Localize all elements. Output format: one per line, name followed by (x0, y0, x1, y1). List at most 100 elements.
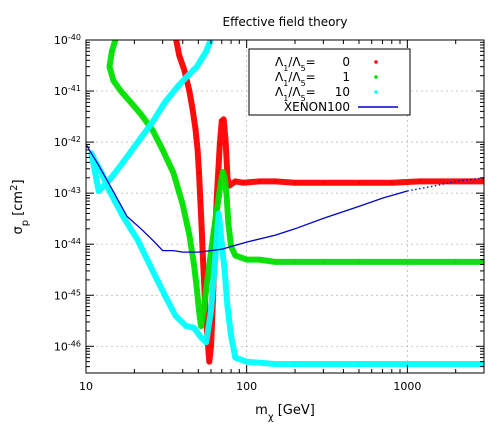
data-point-1 (321, 260, 325, 264)
data-point-1 (181, 202, 185, 207)
legend-entry-2: Λ1/Λ5= 10 (275, 85, 378, 103)
data-point-2 (204, 49, 208, 53)
y-tick-label: 10-46 (54, 339, 81, 354)
plot-area (86, 34, 484, 367)
legend-entry-0: Λ1/Λ5= 0 (275, 55, 378, 73)
data-point-2 (121, 160, 125, 164)
y-tick-label: 10-45 (54, 288, 81, 303)
data-point-2 (225, 305, 230, 309)
data-point-0 (198, 199, 202, 203)
tick-labels: 10 100 100010-4010-4110-4210-4310-4410-451… (54, 33, 421, 394)
xenon100-limit-line (86, 144, 408, 253)
data-point-2 (97, 189, 101, 193)
data-point-2 (195, 65, 199, 69)
data-point-2 (204, 340, 208, 344)
data-point-0 (197, 171, 201, 175)
data-point-2 (199, 335, 203, 339)
y-tick-label: 10-41 (54, 84, 81, 99)
series-band-2 (88, 40, 484, 367)
data-point-0 (293, 181, 297, 185)
data-point-1 (219, 181, 223, 185)
data-point-1 (226, 222, 230, 226)
data-point-2 (163, 293, 167, 297)
legend-label-3: XENON100 (284, 100, 350, 114)
data-point-1 (245, 258, 249, 262)
legend-value-2: 10 (335, 85, 350, 99)
data-point-2 (209, 309, 213, 313)
plot-frame (85, 39, 485, 374)
data-point-0 (357, 181, 361, 185)
data-point-2 (357, 362, 361, 366)
data-point-0 (196, 148, 200, 152)
data-point-0 (207, 360, 211, 364)
data-point-2 (213, 253, 218, 258)
data-point-1 (187, 233, 191, 237)
data-point-0 (216, 171, 220, 175)
data-point-1 (223, 176, 227, 180)
legend-value-1: 1 (342, 70, 350, 84)
data-point-0 (418, 179, 422, 183)
data-point-0 (224, 140, 228, 144)
data-point-2 (273, 362, 277, 366)
x-tick-label: 100 (236, 380, 257, 393)
data-point-2 (175, 85, 179, 89)
data-point-1 (151, 128, 155, 132)
legend-label-1: Λ1/Λ5= (275, 70, 316, 88)
legend-value-0: 0 (342, 55, 350, 69)
data-point-1 (357, 260, 361, 264)
data-point-2 (405, 362, 409, 366)
x-axis-label: mχ [GeV] (255, 403, 315, 423)
legend-label-2: Λ1/Λ5= (275, 85, 316, 103)
data-point-2 (220, 242, 224, 246)
data-point-2 (121, 214, 125, 218)
data-point-1 (257, 258, 261, 262)
data-point-0 (174, 34, 177, 37)
data-point-0 (182, 69, 187, 73)
data-point-0 (193, 127, 198, 131)
data-point-2 (107, 189, 112, 193)
data-point-0 (190, 107, 195, 111)
data-point-2 (192, 326, 196, 330)
legend-entry-1: Λ1/Λ5= 1 (275, 70, 378, 88)
data-point-1 (454, 260, 458, 264)
data-point-1 (273, 260, 277, 264)
data-point-1 (192, 262, 196, 267)
data-point-0 (200, 227, 204, 231)
data-point-1 (221, 170, 225, 174)
y-tick-label: 10-44 (54, 237, 81, 252)
legend-marker-0 (374, 60, 378, 64)
data-point-0 (273, 179, 277, 183)
y-axis-label: σp [cm2] (9, 179, 31, 234)
legend-box (248, 48, 411, 116)
data-point-2 (245, 360, 249, 364)
data-point-0 (201, 258, 205, 262)
data-point-0 (177, 53, 181, 58)
legend-entry-3: XENON100 (284, 100, 398, 114)
data-point-1 (115, 34, 118, 37)
data-point-1 (195, 287, 199, 291)
data-point-2 (229, 334, 233, 338)
data-point-2 (173, 314, 177, 318)
data-point-1 (161, 148, 165, 152)
data-point-2 (293, 362, 297, 366)
data-point-2 (184, 324, 188, 328)
data-point-2 (151, 120, 155, 124)
data-point-1 (205, 278, 209, 282)
chart-title: Effective field theory (223, 15, 348, 29)
data-point-2 (151, 269, 155, 273)
data-point-0 (321, 181, 325, 185)
data-point-2 (223, 269, 227, 273)
data-point-0 (222, 117, 226, 121)
y-tick-label: 10-40 (54, 33, 81, 48)
data-point-0 (209, 344, 213, 348)
data-point-2 (211, 34, 214, 37)
data-point-1 (107, 65, 112, 69)
data-point-1 (171, 171, 175, 175)
legend: Λ1/Λ5= 0 Λ1/Λ5= 1 Λ1/Λ5= 10 XENON100 (248, 48, 411, 116)
data-point-2 (136, 238, 140, 242)
data-point-1 (225, 193, 229, 198)
data-point-1 (233, 253, 237, 258)
data-point-0 (390, 181, 394, 185)
x-tick-label: 10 (79, 380, 93, 393)
legend-label-0: Λ1/Λ5= (275, 55, 316, 73)
